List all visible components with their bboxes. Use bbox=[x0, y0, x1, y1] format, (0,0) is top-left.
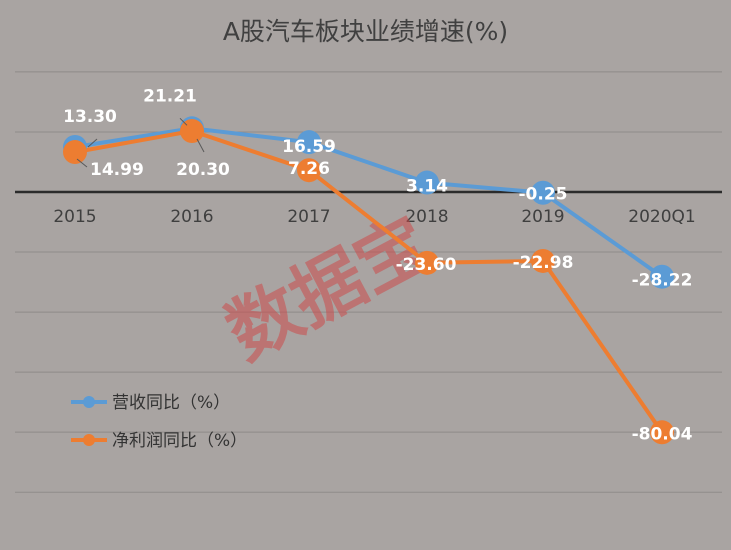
profit-data-point bbox=[531, 248, 555, 273]
revenue-data-label: 21.21 bbox=[143, 86, 197, 106]
revenue-data-label: -0.25 bbox=[519, 185, 568, 205]
revenue-data-label: 3.14 bbox=[406, 177, 448, 197]
revenue-data-point bbox=[297, 130, 321, 155]
profit-data-label: 13.30 bbox=[63, 107, 117, 127]
profit-series-line bbox=[74, 129, 664, 434]
x-tick-label: 2017 bbox=[287, 207, 330, 227]
profit-data-label: 7.26 bbox=[288, 159, 330, 179]
x-tick-label: 2016 bbox=[170, 207, 213, 227]
leader-line bbox=[76, 158, 88, 168]
x-tick-label: 2020Q1 bbox=[628, 207, 695, 227]
leader-line bbox=[179, 117, 188, 126]
legend-label: 营收同比（%） bbox=[112, 393, 230, 413]
legend-label: 净利润同比（%） bbox=[112, 431, 247, 451]
revenue-data-point bbox=[415, 170, 439, 195]
x-tick-label: 2019 bbox=[521, 207, 564, 227]
profit-data-point bbox=[63, 140, 87, 165]
profit-data-label: -23.60 bbox=[396, 255, 457, 275]
leader-lines bbox=[76, 117, 205, 168]
legend-swatch-marker bbox=[83, 396, 95, 408]
profit-data-point bbox=[650, 420, 674, 445]
legend: 营收同比（%） 净利润同比（%） bbox=[71, 393, 247, 451]
revenue-data-label: 16.59 bbox=[282, 137, 336, 157]
profit-data-label: -22.98 bbox=[513, 253, 574, 273]
profit-data-point bbox=[180, 119, 204, 144]
x-tick-label: 2015 bbox=[53, 207, 96, 227]
profit-data-label: -80.04 bbox=[632, 424, 693, 444]
revenue-data-point bbox=[650, 264, 674, 289]
leader-line bbox=[87, 138, 98, 148]
profit-data-label: 20.30 bbox=[176, 160, 230, 180]
x-tick-label: 2018 bbox=[405, 207, 448, 227]
revenue-series-line bbox=[74, 126, 664, 279]
legend-swatch-marker bbox=[83, 434, 95, 446]
leader-line bbox=[196, 138, 205, 153]
profit-data-point bbox=[415, 250, 439, 275]
series-layer bbox=[63, 116, 674, 445]
data-labels: 14.99 21.21 16.59 3.14 -0.25 -28.22 13.30 20.30… bbox=[63, 86, 692, 444]
x-axis-ticks: 2015 2016 2017 2018 2019 2020Q1 bbox=[53, 207, 695, 227]
chart-title: A股汽车板块业绩增速(%) bbox=[222, 17, 509, 46]
revenue-data-label: 14.99 bbox=[90, 160, 144, 180]
gridlines bbox=[15, 71, 722, 493]
profit-data-point bbox=[297, 158, 321, 183]
revenue-data-point bbox=[531, 180, 555, 205]
revenue-data-label: -28.22 bbox=[632, 271, 693, 291]
